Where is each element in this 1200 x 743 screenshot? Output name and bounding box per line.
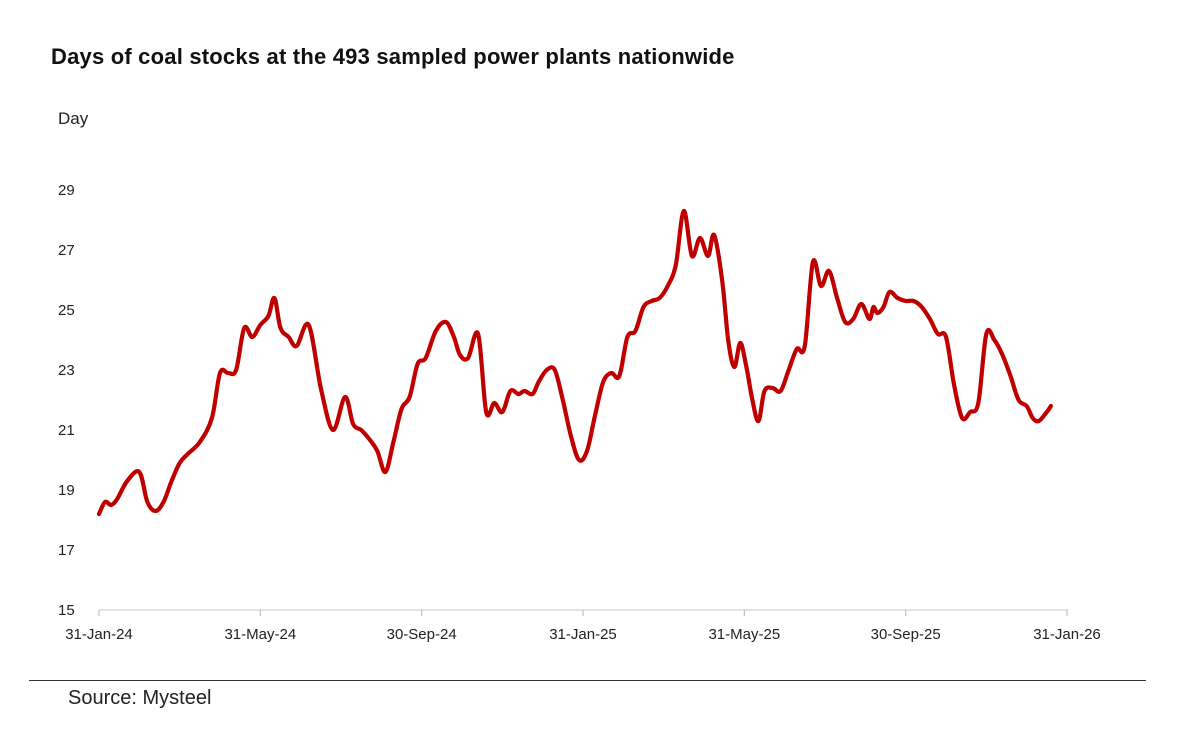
x-tick-label: 31-Jan-26 bbox=[1033, 626, 1101, 643]
y-tick-label: 15 bbox=[58, 602, 75, 619]
y-tick-label: 29 bbox=[58, 182, 75, 199]
y-tick-label: 21 bbox=[58, 422, 75, 439]
x-tick-label: 31-May-25 bbox=[708, 626, 780, 643]
y-tick-label: 27 bbox=[58, 242, 75, 259]
x-tick-label: 30-Sep-25 bbox=[871, 626, 941, 643]
x-axis-ticks: 31-Jan-24 31-May-24 30-Sep-24 31-Jan-25 31-M… bbox=[65, 610, 1101, 643]
x-tick-label: 31-Jan-25 bbox=[549, 626, 617, 643]
y-tick-label: 23 bbox=[58, 362, 75, 379]
y-tick-label: 17 bbox=[58, 542, 75, 559]
series-line-coal-stock-days bbox=[96, 208, 1053, 517]
y-tick-label: 19 bbox=[58, 482, 75, 499]
source-divider bbox=[29, 680, 1146, 681]
source-note: Source: Mysteel bbox=[68, 687, 212, 709]
chart-title: Days of coal stocks at the 493 sampled p… bbox=[51, 44, 735, 69]
y-axis-unit-label: Day bbox=[58, 109, 89, 128]
y-tick-label: 25 bbox=[58, 302, 75, 319]
y-axis-ticks: 15 17 19 21 23 25 27 29 bbox=[58, 182, 75, 619]
x-tick-label: 31-Jan-24 bbox=[65, 626, 133, 643]
x-tick-label: 30-Sep-24 bbox=[387, 626, 457, 643]
x-tick-label: 31-May-24 bbox=[224, 626, 296, 643]
